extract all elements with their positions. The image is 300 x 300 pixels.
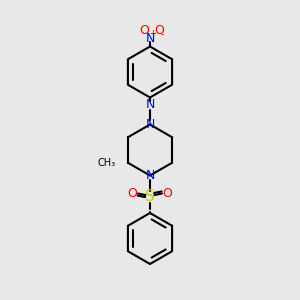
Text: O: O — [128, 187, 137, 200]
Text: O: O — [163, 187, 172, 200]
Text: +: + — [149, 29, 155, 38]
Text: -: - — [161, 29, 164, 39]
Text: O: O — [140, 24, 149, 38]
Text: CH₃: CH₃ — [98, 158, 116, 168]
Text: N: N — [145, 169, 155, 182]
Text: N: N — [145, 118, 155, 131]
Text: O: O — [154, 24, 164, 38]
Text: N: N — [145, 98, 155, 112]
Text: S: S — [145, 189, 155, 204]
Text: N: N — [145, 32, 155, 46]
